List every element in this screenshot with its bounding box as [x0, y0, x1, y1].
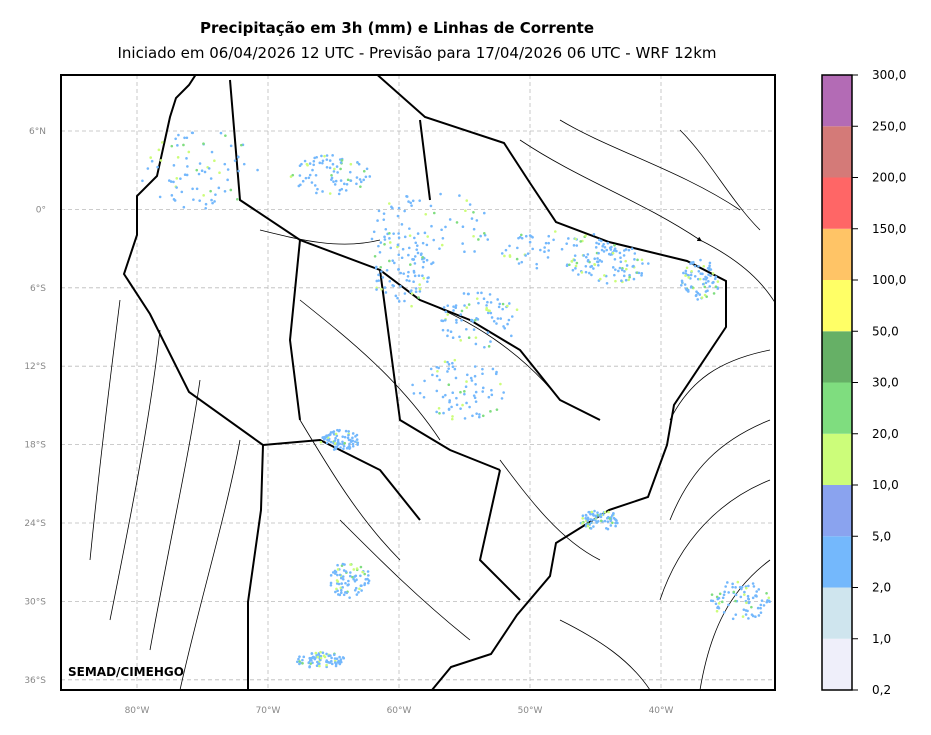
lon-label: 40°W	[649, 706, 674, 716]
colorbar-label: 250,0	[872, 119, 906, 133]
colorbar-segment	[822, 485, 852, 537]
subtitle: Iniciado em 06/04/2026 12 UTC - Previsão…	[117, 44, 716, 62]
graticule	[61, 75, 775, 690]
colorbar-segment	[822, 382, 852, 434]
lat-label: 18°S	[24, 441, 46, 451]
lat-label: 6°S	[30, 284, 46, 294]
lon-label: 70°W	[256, 706, 281, 716]
coastline	[122, 75, 727, 690]
colorbar-segment	[822, 228, 852, 280]
colorbar-label: 1,0	[872, 632, 891, 646]
lat-label: 30°S	[24, 597, 46, 607]
colorbar-label: 30,0	[872, 376, 899, 390]
lon-label: 50°W	[518, 706, 543, 716]
colorbar-segment	[822, 433, 852, 485]
map-frame	[60, 74, 776, 691]
colorbar-label: 300,0	[872, 68, 906, 82]
precipitation	[141, 131, 771, 669]
colorbar-label: 10,0	[872, 478, 899, 492]
colorbar-label: 0,2	[872, 683, 891, 697]
colorbar-label: 2,0	[872, 581, 891, 595]
colorbar-label: 20,0	[872, 427, 899, 441]
colorbar-segment	[822, 177, 852, 229]
colorbar-segment	[822, 280, 852, 332]
lon-label: 60°W	[387, 706, 412, 716]
colorbar-segment	[822, 75, 852, 127]
colorbar-label: 150,0	[872, 222, 906, 236]
lat-label: 6°N	[29, 127, 46, 137]
lat-label: 36°S	[24, 676, 46, 686]
colorbar-label: 50,0	[872, 324, 899, 338]
lat-label: 24°S	[24, 519, 46, 529]
title: Precipitação em 3h (mm) e Linhas de Corr…	[200, 19, 594, 37]
map-area: SEMAD/CIMEHGO	[61, 75, 775, 690]
colorbar-segment	[822, 587, 852, 639]
lat-label: 12°S	[24, 362, 46, 372]
lat-label: 0°	[36, 205, 46, 215]
axis-labels: 6°N 0° 6°S 12°S 18°S 24°S 30°S 36°S 80°W 70°W 60°W…	[24, 127, 673, 716]
colorbar-label: 100,0	[872, 273, 906, 287]
streamlines	[89, 119, 775, 690]
colorbar-segment	[822, 331, 852, 383]
colorbar-label: 5,0	[872, 529, 891, 543]
colorbar-segment	[822, 126, 852, 178]
colorbar-segment	[822, 638, 852, 690]
colorbar-label: 200,0	[872, 171, 906, 185]
watermark: SEMAD/CIMEHGO	[68, 665, 184, 679]
colorbar-segment	[822, 536, 852, 588]
colorbar: 0,2 1,0 2,0 5,0 10,0 20,0 30,0 50,0 100,0 150,0 20…	[821, 68, 906, 697]
lon-label: 80°W	[125, 706, 150, 716]
